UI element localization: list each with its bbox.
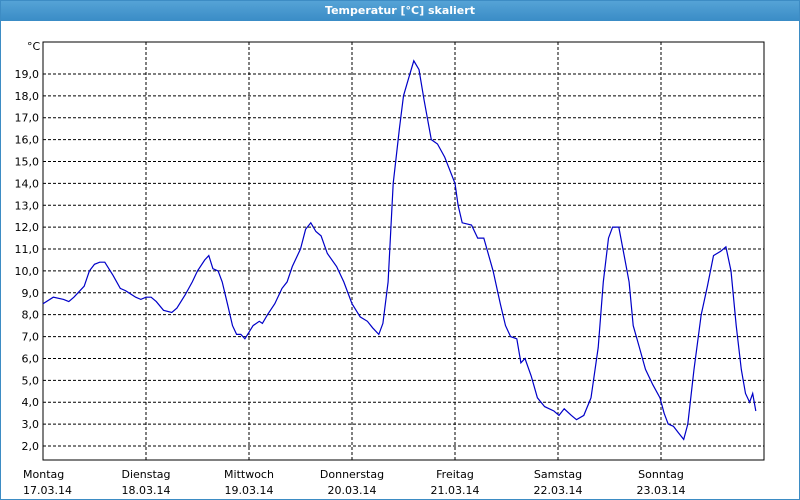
x-tick-date: 17.03.14: [23, 484, 72, 497]
y-tick-label: 7,0: [22, 331, 40, 344]
x-tick-label: Sonntag: [638, 468, 684, 481]
y-tick-label: 12,0: [15, 221, 40, 234]
x-tick-label: Montag: [23, 468, 64, 481]
chart: °C 2,0 3,0 4,0 5,0 6,0 7,0 8,0 9,0 10,0 11,0 12,0 1…: [15, 40, 765, 497]
x-tick-date: 22.03.14: [534, 484, 583, 497]
plot-area: [42, 41, 765, 461]
y-tick-label: 18,0: [15, 90, 40, 103]
x-tick-date: 23.03.14: [637, 484, 686, 497]
y-tick-label: 6,0: [22, 352, 40, 365]
y-tick-label: 2,0: [22, 440, 40, 453]
y-tick-label: 15,0: [15, 155, 40, 168]
y-tick-label: 4,0: [22, 396, 40, 409]
x-tick-date: 18.03.14: [122, 484, 171, 497]
y-tick-label: 9,0: [22, 287, 40, 300]
x-tick-date: 21.03.14: [431, 484, 480, 497]
y-tick-label: 10,0: [15, 265, 40, 278]
y-tick-label: 11,0: [15, 243, 40, 256]
y-tick-label: 14,0: [15, 177, 40, 190]
x-tick-date: 20.03.14: [328, 484, 377, 497]
title-bar: Temperatur [°C] skaliert: [1, 1, 799, 21]
y-tick-label: 16,0: [15, 134, 40, 147]
y-tick-label: 13,0: [15, 199, 40, 212]
x-tick-label: Dienstag: [121, 468, 170, 481]
y-tick-label: 19,0: [15, 68, 40, 81]
x-tick-label: Donnerstag: [320, 468, 384, 481]
x-tick-label: Freitag: [436, 468, 474, 481]
x-tick-label: Samstag: [534, 468, 582, 481]
y-tick-label: 5,0: [22, 374, 40, 387]
y-tick-label: 3,0: [22, 418, 40, 431]
temperature-line: [42, 59, 757, 441]
y-tick-label: 17,0: [15, 112, 40, 125]
x-tick-label: Mittwoch: [224, 468, 274, 481]
y-axis-label: °C: [27, 40, 41, 53]
y-tick-label: 8,0: [22, 309, 40, 322]
x-tick-date: 19.03.14: [225, 484, 274, 497]
